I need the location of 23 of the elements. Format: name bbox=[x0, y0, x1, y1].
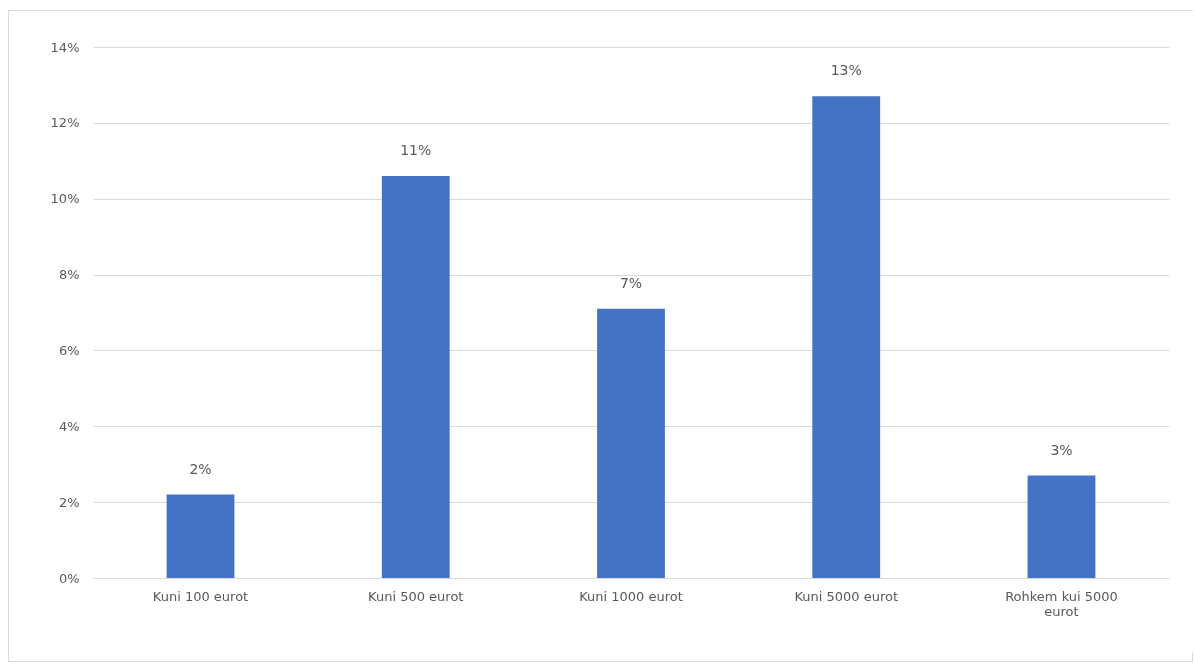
bar bbox=[597, 308, 665, 578]
data-label: 2% bbox=[189, 460, 212, 477]
x-tick-label: Kuni 100 eurot bbox=[152, 588, 249, 604]
bar bbox=[381, 175, 450, 578]
data-label: 13% bbox=[830, 62, 862, 79]
y-tick-label: 10% bbox=[50, 191, 80, 207]
y-tick-label: 12% bbox=[50, 115, 80, 131]
x-tick-label: Rohkem kui 5000 eurot bbox=[1005, 588, 1118, 619]
data-label: 11% bbox=[400, 141, 432, 158]
y-tick-label: 6% bbox=[58, 342, 80, 358]
bar bbox=[166, 494, 235, 578]
y-tick-label: 0% bbox=[58, 570, 80, 586]
y-tick-label: 4% bbox=[58, 418, 80, 434]
x-tick-label: Kuni 500 eurot bbox=[368, 588, 464, 604]
y-tick-label: 14% bbox=[50, 39, 80, 55]
bar bbox=[1027, 475, 1096, 578]
data-label: 3% bbox=[1050, 441, 1073, 458]
x-tick-label: Kuni 1000 eurot bbox=[579, 588, 683, 604]
y-tick-label: 2% bbox=[58, 494, 80, 510]
data-label: 7% bbox=[619, 274, 643, 291]
x-tick-label: Kuni 5000 eurot bbox=[794, 588, 899, 604]
y-tick-label: 8% bbox=[58, 267, 80, 283]
bar bbox=[812, 96, 881, 578]
